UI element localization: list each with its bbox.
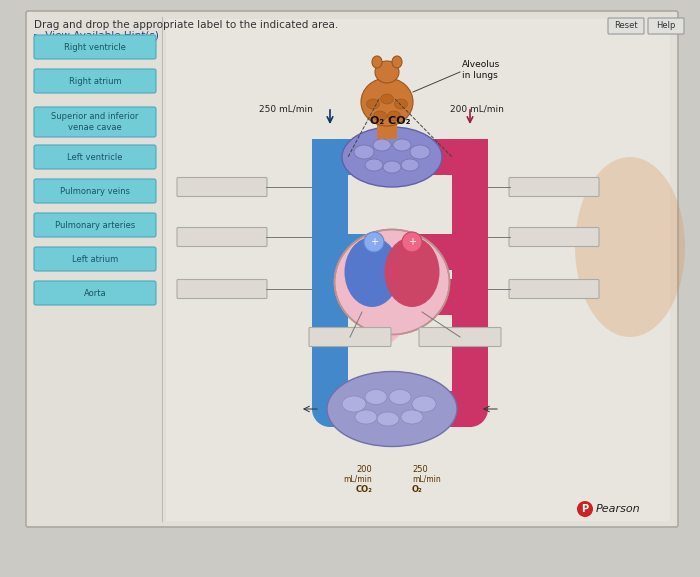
Ellipse shape xyxy=(355,410,377,424)
FancyBboxPatch shape xyxy=(34,69,156,93)
FancyBboxPatch shape xyxy=(177,178,267,197)
Text: Right ventricle: Right ventricle xyxy=(64,43,126,51)
Circle shape xyxy=(312,139,348,175)
Bar xyxy=(312,139,348,409)
FancyBboxPatch shape xyxy=(177,279,267,298)
Text: +: + xyxy=(370,237,378,247)
Ellipse shape xyxy=(344,237,400,307)
Text: Pulmonary veins: Pulmonary veins xyxy=(60,186,130,196)
Text: ► View Available Hint(s): ► View Available Hint(s) xyxy=(34,30,159,40)
Ellipse shape xyxy=(389,389,411,404)
Bar xyxy=(452,277,488,409)
Text: mL/min: mL/min xyxy=(343,474,372,484)
Ellipse shape xyxy=(377,412,399,426)
Bar xyxy=(402,391,470,427)
Text: Drag and drop the appropriate label to the indicated area.: Drag and drop the appropriate label to t… xyxy=(34,20,338,30)
Text: Superior and inferior
venae cavae: Superior and inferior venae cavae xyxy=(51,113,139,132)
Text: mL/min: mL/min xyxy=(412,474,441,484)
Ellipse shape xyxy=(375,61,399,83)
Text: Reset: Reset xyxy=(614,21,638,31)
FancyBboxPatch shape xyxy=(34,107,156,137)
Circle shape xyxy=(452,391,488,427)
FancyBboxPatch shape xyxy=(309,328,391,347)
Polygon shape xyxy=(352,307,432,342)
Ellipse shape xyxy=(401,410,423,424)
Text: Left atrium: Left atrium xyxy=(72,254,118,264)
Text: Right atrium: Right atrium xyxy=(69,77,121,85)
Ellipse shape xyxy=(388,111,400,121)
Ellipse shape xyxy=(372,56,382,68)
Bar xyxy=(312,277,348,409)
Ellipse shape xyxy=(575,157,685,337)
Text: 200 mL/min: 200 mL/min xyxy=(450,104,504,114)
Text: Help: Help xyxy=(657,21,675,31)
Bar xyxy=(452,139,488,409)
FancyBboxPatch shape xyxy=(608,18,644,34)
Text: O₂ CO₂: O₂ CO₂ xyxy=(370,116,410,126)
Bar xyxy=(348,234,367,270)
Ellipse shape xyxy=(342,396,366,412)
Circle shape xyxy=(312,391,348,427)
Bar xyxy=(348,279,367,315)
FancyBboxPatch shape xyxy=(34,213,156,237)
Ellipse shape xyxy=(395,99,407,109)
Ellipse shape xyxy=(392,56,402,68)
Ellipse shape xyxy=(401,159,419,171)
FancyBboxPatch shape xyxy=(509,178,599,197)
FancyBboxPatch shape xyxy=(26,11,678,527)
Ellipse shape xyxy=(365,159,383,171)
FancyBboxPatch shape xyxy=(166,19,670,521)
Text: Pearson: Pearson xyxy=(596,504,640,514)
Bar xyxy=(330,391,382,427)
FancyBboxPatch shape xyxy=(648,18,684,34)
FancyBboxPatch shape xyxy=(419,328,501,347)
FancyBboxPatch shape xyxy=(34,247,156,271)
Text: Aorta: Aorta xyxy=(84,288,106,298)
FancyBboxPatch shape xyxy=(34,145,156,169)
Ellipse shape xyxy=(361,78,413,126)
Ellipse shape xyxy=(410,145,430,159)
Ellipse shape xyxy=(381,94,393,104)
Text: Left ventricle: Left ventricle xyxy=(67,152,122,162)
Bar xyxy=(422,139,470,175)
Ellipse shape xyxy=(335,230,449,335)
FancyBboxPatch shape xyxy=(177,227,267,246)
FancyBboxPatch shape xyxy=(34,179,156,203)
Circle shape xyxy=(452,139,488,175)
Ellipse shape xyxy=(354,145,374,159)
Text: Alveolus
in lungs: Alveolus in lungs xyxy=(462,61,500,80)
Circle shape xyxy=(577,501,593,517)
Text: O₂: O₂ xyxy=(412,485,423,493)
Bar xyxy=(417,234,452,270)
Text: Pulmonary arteries: Pulmonary arteries xyxy=(55,220,135,230)
Ellipse shape xyxy=(327,372,457,447)
Text: CO₂: CO₂ xyxy=(355,485,372,493)
Text: 250: 250 xyxy=(412,464,428,474)
Ellipse shape xyxy=(342,127,442,187)
Circle shape xyxy=(402,232,422,252)
Bar xyxy=(417,279,452,315)
Ellipse shape xyxy=(383,161,401,173)
Ellipse shape xyxy=(365,389,387,404)
Ellipse shape xyxy=(384,237,440,307)
Ellipse shape xyxy=(393,139,411,151)
FancyBboxPatch shape xyxy=(509,227,599,246)
FancyBboxPatch shape xyxy=(34,281,156,305)
FancyBboxPatch shape xyxy=(509,279,599,298)
Text: 250 mL/min: 250 mL/min xyxy=(259,104,313,114)
Ellipse shape xyxy=(374,111,386,121)
Ellipse shape xyxy=(373,139,391,151)
Text: 200: 200 xyxy=(356,464,372,474)
Ellipse shape xyxy=(412,396,436,412)
Bar xyxy=(330,139,362,175)
FancyBboxPatch shape xyxy=(377,115,397,139)
FancyBboxPatch shape xyxy=(34,35,156,59)
Ellipse shape xyxy=(367,99,379,109)
Circle shape xyxy=(364,232,384,252)
Text: P: P xyxy=(582,504,589,514)
Text: +: + xyxy=(408,237,416,247)
